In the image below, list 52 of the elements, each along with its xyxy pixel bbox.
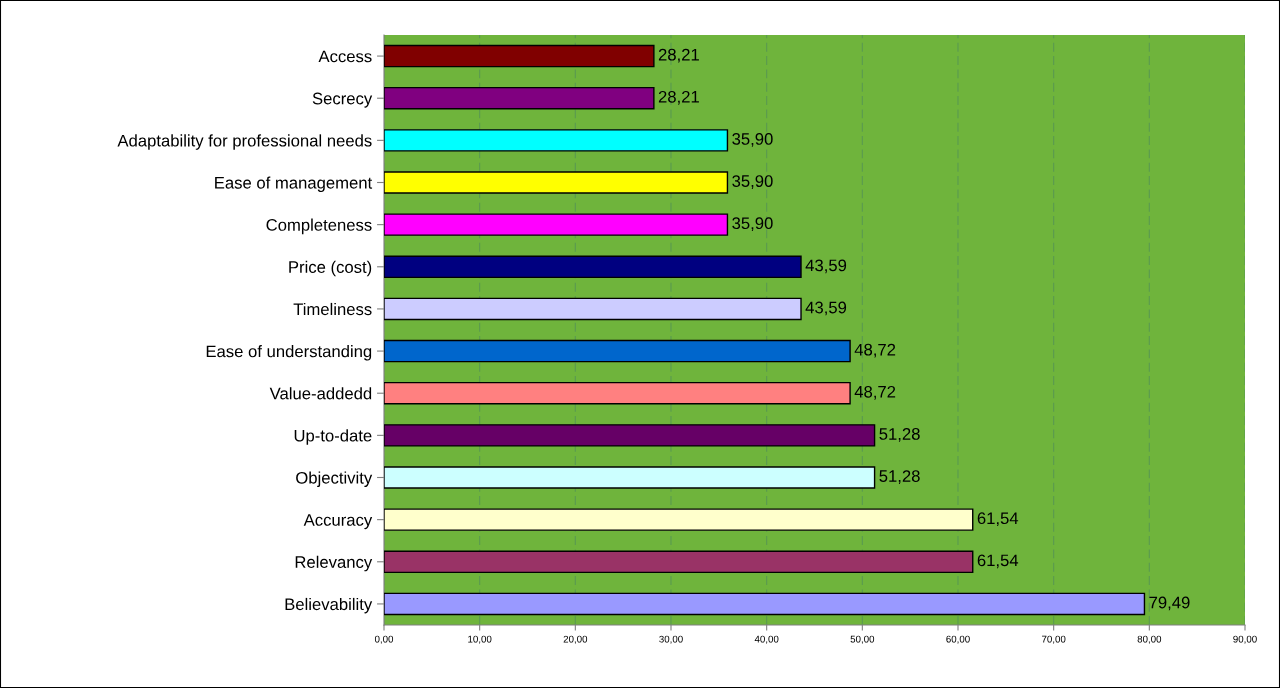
x-tick-label: 20,00 (563, 635, 588, 644)
y-tick-label: Value-addedd (269, 387, 372, 400)
data-label: 43,59 (805, 301, 847, 316)
bar (384, 466, 876, 489)
data-label: 61,54 (977, 512, 1019, 527)
y-tick-label: Access (318, 50, 372, 63)
data-label: 79,49 (1149, 596, 1190, 611)
y-tick-label: Relevancy (295, 555, 373, 572)
bar (384, 550, 974, 574)
y-tick-label: Adaptability for professional needs (117, 134, 372, 150)
data-label: 35,90 (732, 175, 773, 189)
y-tick-label: Believability (285, 597, 373, 614)
y-tick-label: Timeliness (293, 302, 372, 316)
x-tick-label: 40,00 (754, 635, 779, 644)
x-tick-label: 90,00 (1233, 635, 1257, 644)
bar (384, 255, 802, 279)
x-tick-label: 10,00 (468, 635, 492, 644)
x-tick-label: 70,00 (1042, 635, 1066, 644)
bar (384, 86, 655, 110)
y-tick-label: Objectivity (296, 471, 373, 487)
data-label: 28,21 (658, 48, 699, 63)
y-tick-label: Price (cost) (289, 260, 372, 277)
bar (384, 213, 729, 236)
data-label: 43,59 (805, 259, 847, 274)
x-tick-label: 50,00 (850, 635, 875, 644)
y-tick-label: Up-to-date (294, 429, 372, 445)
bar (384, 129, 729, 152)
y-tick-label: Completeness (266, 218, 372, 235)
x-tick-label: 60,00 (946, 635, 970, 644)
bar (384, 339, 851, 363)
x-tick-label: 0,00 (374, 635, 394, 644)
data-label: 51,28 (879, 428, 920, 442)
bar (384, 44, 655, 68)
bar (384, 297, 802, 321)
x-tick-label: 80,00 (1137, 635, 1162, 644)
y-tick-label: Ease of understanding (206, 345, 372, 361)
bar (384, 592, 1146, 616)
data-label: 35,90 (732, 217, 773, 232)
data-label: 48,72 (854, 343, 896, 358)
y-tick-label: Ease of management (215, 176, 373, 192)
data-label: 61,54 (977, 554, 1019, 569)
data-label: 48,72 (854, 385, 896, 400)
bar (384, 424, 876, 447)
y-tick-label: Secrecy (312, 92, 373, 108)
x-tick-label: 30,00 (659, 635, 683, 644)
data-label: 51,28 (879, 470, 920, 484)
bar (384, 381, 851, 405)
data-label: 35,90 (732, 133, 773, 147)
data-label: 28,21 (658, 90, 699, 105)
bar (384, 171, 729, 194)
y-tick-label: Accuracy (303, 514, 373, 530)
bar (384, 508, 974, 531)
